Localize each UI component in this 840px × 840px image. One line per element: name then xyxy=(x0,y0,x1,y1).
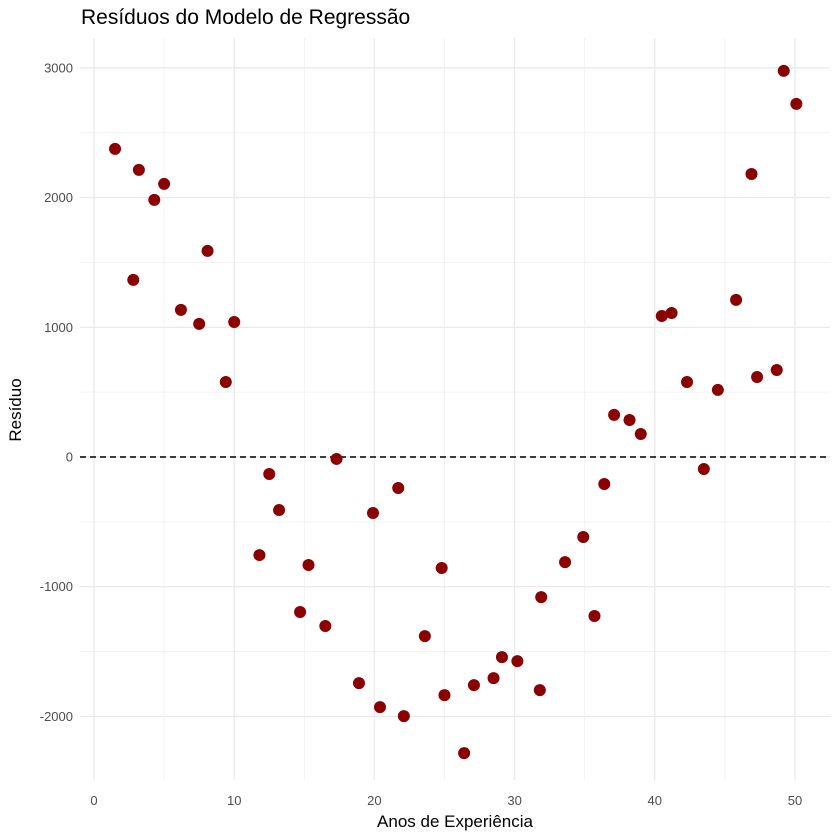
data-point xyxy=(790,97,803,110)
data-point xyxy=(467,679,480,692)
data-point xyxy=(253,549,266,562)
data-point xyxy=(219,376,232,389)
grid xyxy=(80,38,830,780)
data-point xyxy=(598,477,611,490)
y-axis-label: Resíduo xyxy=(6,378,25,441)
data-point xyxy=(730,293,743,306)
x-tick-label: 20 xyxy=(367,793,381,808)
data-point xyxy=(588,610,601,623)
data-point xyxy=(148,193,161,206)
data-point xyxy=(623,414,636,427)
x-axis-label: Anos de Experiência xyxy=(377,812,533,831)
data-point xyxy=(273,504,286,517)
data-point xyxy=(438,689,451,702)
data-point xyxy=(392,481,405,494)
x-tick-label: 10 xyxy=(227,793,241,808)
data-point xyxy=(193,317,206,330)
y-tick-label: 2000 xyxy=(44,190,73,205)
x-tick-label: 40 xyxy=(648,793,662,808)
data-point xyxy=(777,64,790,77)
data-point xyxy=(487,672,500,685)
tick-labels: 0 10 20 30 40 50 -2000 -1000 0 1000 2000 3000 xyxy=(40,60,802,808)
data-point xyxy=(751,370,764,383)
data-point xyxy=(294,606,307,619)
y-tick-label: 3000 xyxy=(44,60,73,75)
data-point xyxy=(374,701,386,714)
data-point xyxy=(201,244,214,257)
data-point xyxy=(559,556,572,569)
data-point xyxy=(397,710,410,723)
data-point xyxy=(158,177,171,190)
x-tick-label: 30 xyxy=(507,793,521,808)
data-point xyxy=(634,428,647,441)
data-point xyxy=(458,747,471,760)
data-point xyxy=(697,463,710,476)
y-tick-label: -2000 xyxy=(40,709,73,724)
data-point xyxy=(319,620,332,633)
points xyxy=(109,64,803,760)
data-point xyxy=(418,630,431,643)
data-point xyxy=(302,559,315,572)
data-point xyxy=(127,273,140,286)
data-point xyxy=(511,655,524,668)
data-point xyxy=(711,383,724,396)
data-point xyxy=(577,531,590,544)
data-point xyxy=(132,163,145,176)
data-point xyxy=(174,303,187,316)
data-point xyxy=(770,363,783,376)
data-point xyxy=(366,507,379,520)
data-point xyxy=(533,684,546,697)
data-point xyxy=(495,651,508,664)
y-tick-label: -1000 xyxy=(40,579,73,594)
data-point xyxy=(745,167,758,180)
data-point xyxy=(228,315,241,328)
data-point xyxy=(263,467,276,480)
data-point xyxy=(352,677,365,690)
data-point xyxy=(681,376,694,389)
data-point xyxy=(435,562,448,575)
y-tick-label: 0 xyxy=(66,449,73,464)
x-tick-label: 0 xyxy=(90,793,97,808)
data-point xyxy=(535,591,548,604)
y-tick-label: 1000 xyxy=(44,320,73,335)
data-point xyxy=(330,452,343,465)
x-tick-label: 50 xyxy=(788,793,802,808)
data-point xyxy=(608,408,621,421)
data-point xyxy=(109,142,122,155)
data-point xyxy=(655,309,668,322)
data-point xyxy=(665,307,678,320)
chart-title: Resíduos do Modelo de Regressão xyxy=(81,6,410,29)
